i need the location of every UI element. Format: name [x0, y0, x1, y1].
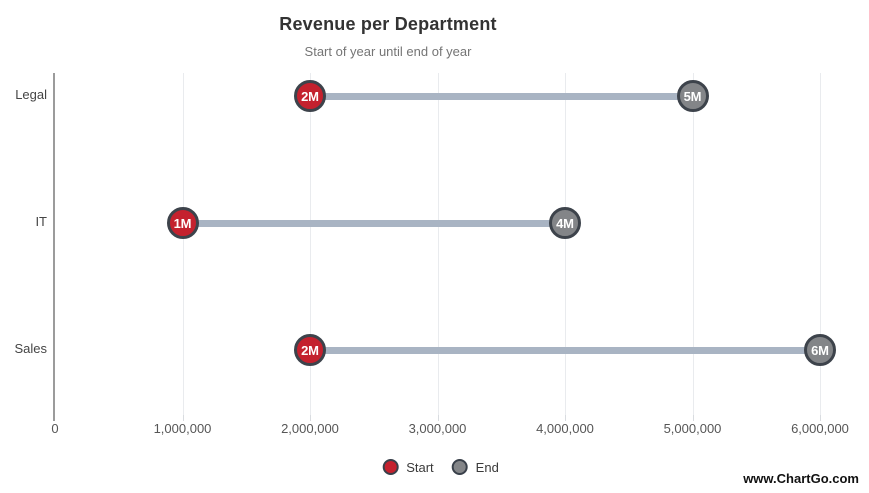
x-axis-label: 5,000,000: [663, 421, 722, 436]
category-label: Legal: [15, 87, 47, 102]
x-axis-label: 1,000,000: [153, 421, 212, 436]
y-axis-line: [53, 73, 55, 421]
legend-item-start: Start: [382, 459, 434, 475]
end-marker: 5M: [676, 80, 709, 112]
x-axis-label: 4,000,000: [536, 421, 594, 436]
dumbbell-connector: [182, 220, 565, 227]
dumbbell-connector: [310, 93, 693, 100]
gridline: [437, 73, 439, 415]
dumbbell-connector: [310, 347, 820, 354]
x-axis-tick: [820, 415, 821, 421]
legend-item-end: End: [451, 459, 499, 475]
start-marker: 1M: [166, 207, 199, 239]
gridline: [692, 73, 694, 415]
chartgo-watermark: www.ChartGo.com: [743, 471, 859, 486]
category-label: IT: [35, 214, 47, 229]
x-axis-tick: [182, 415, 184, 421]
legend-label: Start: [406, 459, 434, 475]
x-axis-label: 3,000,000: [408, 421, 467, 436]
start-legend-marker-icon: [382, 459, 399, 475]
gridline: [820, 73, 821, 415]
x-axis-label: 6,000,000: [791, 421, 849, 436]
chart-subtitle: Start of year until end of year: [304, 44, 472, 59]
gridline: [565, 73, 566, 415]
x-axis-tick: [692, 415, 694, 421]
gridline: [182, 73, 184, 415]
end-marker: 6M: [804, 334, 836, 366]
x-axis-label: 0: [51, 421, 59, 436]
x-axis-tick: [565, 415, 566, 421]
gridline: [310, 73, 311, 415]
start-marker: 2M: [294, 334, 326, 366]
start-marker: 2M: [294, 80, 326, 112]
end-marker: 4M: [549, 207, 581, 239]
legend: Start End: [382, 459, 499, 475]
x-axis-label: 2,000,000: [281, 421, 339, 436]
end-legend-marker-icon: [451, 459, 468, 475]
chart-title: Revenue per Department: [279, 14, 497, 34]
legend-label: End: [475, 459, 499, 475]
x-axis-tick: [437, 415, 439, 421]
plot-area: 2M 5M 1M 4M 2M 6M: [53, 73, 836, 421]
category-label: Sales: [14, 341, 47, 356]
x-axis-tick: [310, 415, 311, 421]
